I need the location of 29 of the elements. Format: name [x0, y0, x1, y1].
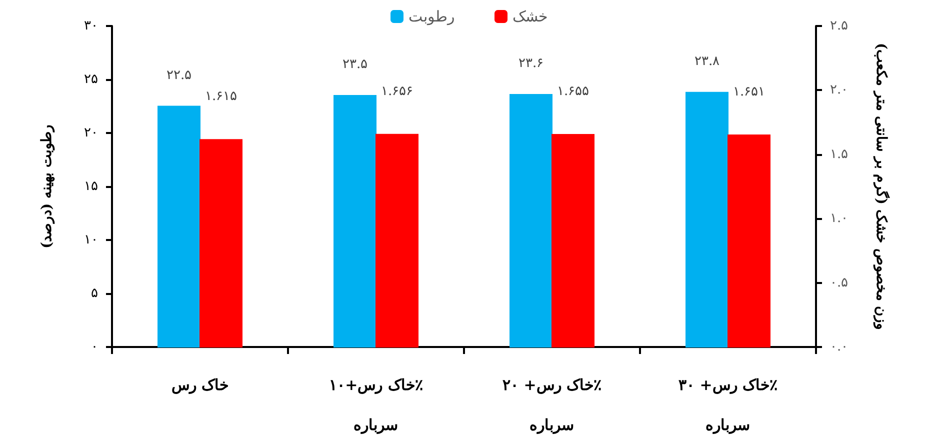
data-label: ۲۳.۵: [342, 57, 368, 72]
y2-tick-label: ۲.۵: [830, 18, 848, 34]
category-label: خاک رس+ ۲۰٪ سرباره: [502, 376, 602, 434]
y-tick-label: ۲۰: [84, 126, 98, 140]
y2-tick-label: ۰.۵: [830, 275, 848, 290]
data-label: ۱.۶۵۱: [732, 84, 766, 100]
data-label: ۱.۶۱۵: [204, 89, 238, 104]
y-tick-label: ۱۵: [84, 179, 98, 194]
data-label: ۲۲.۵: [166, 68, 192, 83]
y-tick-label: ۳۰: [84, 18, 98, 34]
data-label: ۲۳.۸: [694, 54, 720, 69]
y2-tick-label: ۱.۰: [830, 211, 848, 226]
y-tick-label: ۱۰: [84, 232, 98, 248]
y-axis-title: رطوبت بهینه (درصد): [39, 124, 55, 248]
y2-tick-label: ۱.۵: [830, 146, 848, 162]
y2-tick-label: ۰.۰: [830, 340, 848, 354]
y-tick-label: ۵: [91, 286, 98, 301]
data-label: ۱.۶۵۵: [556, 84, 590, 99]
x-tick-label: خاک رس: [171, 376, 229, 394]
y2-tick-label: ۲.۰: [830, 82, 848, 98]
category-label: خاک رس+ ۳۰٪ سرباره: [678, 376, 778, 434]
data-label: ۲۳.۶: [518, 56, 544, 71]
legend-label: رطوبت: [408, 8, 454, 26]
data-label: ۱.۶۵۶: [380, 84, 414, 99]
legend-label: خشک: [512, 8, 548, 26]
y-tick-label: ۲۵: [84, 72, 98, 87]
y-tick-label: ۰: [91, 340, 98, 354]
y2-axis-title: وزن مخصوص خشک (گرم بر سانتی متر مکعب): [873, 42, 890, 330]
category-label: خاک رس+۱۰٪ سرباره: [329, 376, 423, 434]
